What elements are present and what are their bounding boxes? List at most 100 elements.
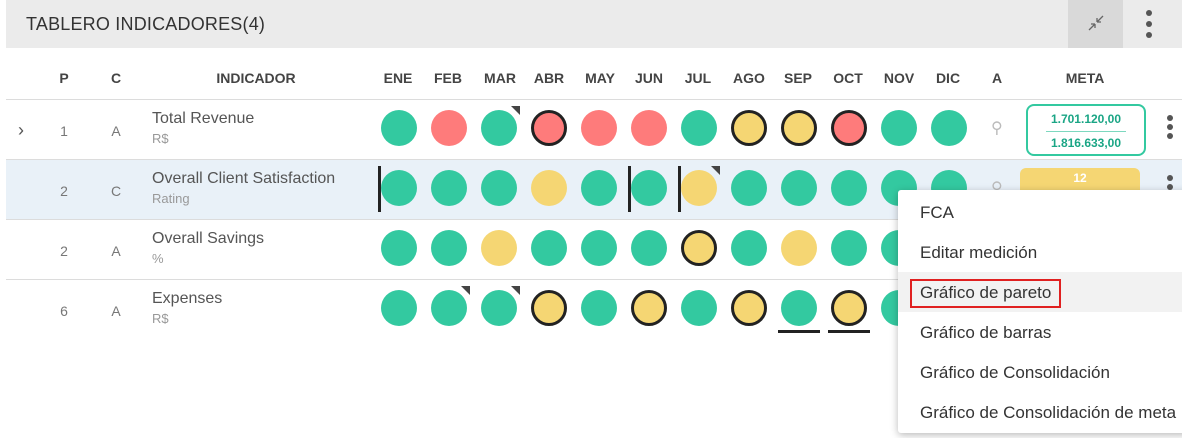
collapse-button[interactable] xyxy=(1068,0,1123,48)
column-header-abr: ABR xyxy=(533,70,565,86)
menu-item-grafico-barras[interactable]: Gráfico de barras xyxy=(920,323,1052,342)
status-dot-sep[interactable] xyxy=(781,290,817,326)
menu-item-grafico-pareto[interactable]: Gráfico de pareto xyxy=(898,272,1182,312)
status-dot-jul[interactable] xyxy=(681,290,717,326)
column-header-jul: JUL xyxy=(684,70,712,86)
column-header-oct: OCT xyxy=(833,70,863,86)
row-menu-icon[interactable] xyxy=(1161,115,1182,145)
status-dot-ene[interactable] xyxy=(381,230,417,266)
status-dot-oct[interactable] xyxy=(831,230,867,266)
indicator-name[interactable]: Overall Savings xyxy=(152,230,265,247)
status-dot-abr[interactable] xyxy=(531,230,567,266)
indicator-name[interactable]: Expenses xyxy=(152,290,223,307)
panel-title: TABLERO INDICADORES(4) xyxy=(26,14,266,34)
class-cell: A xyxy=(111,303,121,319)
column-header-indicador: INDICADOR xyxy=(216,70,296,86)
status-dot-ago[interactable] xyxy=(731,110,767,146)
status-dot-sep[interactable] xyxy=(781,230,817,266)
status-dot-oct[interactable] xyxy=(831,170,867,206)
status-dot-mar[interactable] xyxy=(481,170,517,206)
divider xyxy=(6,219,1182,220)
status-dot-mar[interactable] xyxy=(481,230,517,266)
column-header-jun: JUN xyxy=(634,70,664,86)
column-header-a: A xyxy=(991,70,1003,86)
status-dot-may[interactable] xyxy=(581,290,617,326)
priority-cell: 1 xyxy=(60,123,68,139)
column-header-ago: AGO xyxy=(733,70,765,86)
priority-cell: 2 xyxy=(60,183,68,199)
status-dot-nov[interactable] xyxy=(881,110,917,146)
menu-item-grafico-consolidacion-meta[interactable]: Gráfico de Consolidación de meta xyxy=(920,403,1177,422)
indicator-name[interactable]: Total Revenue xyxy=(152,110,255,127)
paperclip-icon[interactable]: ⚲ xyxy=(991,180,1003,197)
menu-item-grafico-consolidacion[interactable]: Gráfico de Consolidación xyxy=(920,363,1110,382)
status-dot-ago[interactable] xyxy=(731,170,767,206)
column-header-meta: META xyxy=(1065,70,1105,86)
priority-cell: 6 xyxy=(60,303,68,319)
meta-box[interactable]: 12 xyxy=(1020,168,1140,190)
indicator-unit: R$ xyxy=(152,131,169,146)
context-menu: FCA Editar medición Gráfico de pareto Gr… xyxy=(898,190,1182,433)
status-dot-may[interactable] xyxy=(581,230,617,266)
status-dot-abr[interactable] xyxy=(531,170,567,206)
status-dot-abr[interactable] xyxy=(531,290,567,326)
status-dot-feb[interactable] xyxy=(431,230,467,266)
status-dot-jun[interactable] xyxy=(631,170,667,206)
menu-item-editar-medicion[interactable]: Editar medición xyxy=(920,243,1038,262)
status-dot-oct[interactable] xyxy=(831,290,867,326)
paperclip-icon[interactable]: ⚲ xyxy=(991,120,1003,137)
period-underline xyxy=(828,330,870,333)
collapse-arrows-icon xyxy=(1088,15,1104,31)
indicator-name[interactable]: Overall Client Satisfaction xyxy=(152,170,336,187)
table-row[interactable]: › 1 A Total Revenue R$ ⚲ 1.701.120,00 1.… xyxy=(6,100,1182,160)
status-dot-feb[interactable] xyxy=(431,290,467,326)
status-dot-jun[interactable] xyxy=(631,290,667,326)
status-dot-feb[interactable] xyxy=(431,110,467,146)
status-dot-ago[interactable] xyxy=(731,230,767,266)
comment-marker xyxy=(511,286,520,295)
comment-marker xyxy=(711,166,720,175)
status-dot-abr[interactable] xyxy=(531,110,567,146)
column-header-c: C xyxy=(110,70,122,86)
divider xyxy=(6,159,1182,160)
indicator-unit: % xyxy=(152,251,164,266)
status-dot-ene[interactable] xyxy=(381,290,417,326)
meta-value: 1.701.120,00 xyxy=(1050,112,1122,126)
status-dot-feb[interactable] xyxy=(431,170,467,206)
status-dot-ene[interactable] xyxy=(381,170,417,206)
status-dot-oct[interactable] xyxy=(831,110,867,146)
column-header-may: MAY xyxy=(585,70,615,86)
status-dot-jun[interactable] xyxy=(631,110,667,146)
period-marker xyxy=(678,166,681,212)
status-dot-may[interactable] xyxy=(581,170,617,206)
status-dot-dic[interactable] xyxy=(931,110,967,146)
table-row[interactable]: 6 A Expenses R$ xyxy=(6,280,1182,340)
period-marker xyxy=(378,166,381,212)
status-dot-ene[interactable] xyxy=(381,110,417,146)
status-dot-mar[interactable] xyxy=(481,290,517,326)
period-underline xyxy=(778,330,820,333)
class-cell: A xyxy=(111,123,121,139)
status-dot-sep[interactable] xyxy=(781,110,817,146)
column-header-mar: MAR xyxy=(484,70,516,86)
column-header-nov: NOV xyxy=(883,70,915,86)
comment-marker xyxy=(511,106,520,115)
status-dot-jul[interactable] xyxy=(681,230,717,266)
status-dot-may[interactable] xyxy=(581,110,617,146)
chevron-right-icon[interactable]: › xyxy=(18,120,24,140)
status-dot-jul[interactable] xyxy=(681,170,717,206)
divider xyxy=(6,279,1182,280)
status-dot-sep[interactable] xyxy=(781,170,817,206)
menu-item-fca[interactable]: FCA xyxy=(920,203,954,222)
status-dot-jun[interactable] xyxy=(631,230,667,266)
column-header-ene: ENE xyxy=(383,70,413,86)
meta-separator xyxy=(1046,131,1126,132)
more-vertical-icon[interactable] xyxy=(1134,0,1164,48)
status-dot-jul[interactable] xyxy=(681,110,717,146)
indicator-unit: R$ xyxy=(152,311,169,326)
meta-box[interactable]: 1.701.120,00 1.816.633,00 xyxy=(1026,104,1146,156)
status-dot-ago[interactable] xyxy=(731,290,767,326)
indicator-unit: Rating xyxy=(152,191,190,206)
column-header-feb: FEB xyxy=(434,70,462,86)
status-dot-mar[interactable] xyxy=(481,110,517,146)
